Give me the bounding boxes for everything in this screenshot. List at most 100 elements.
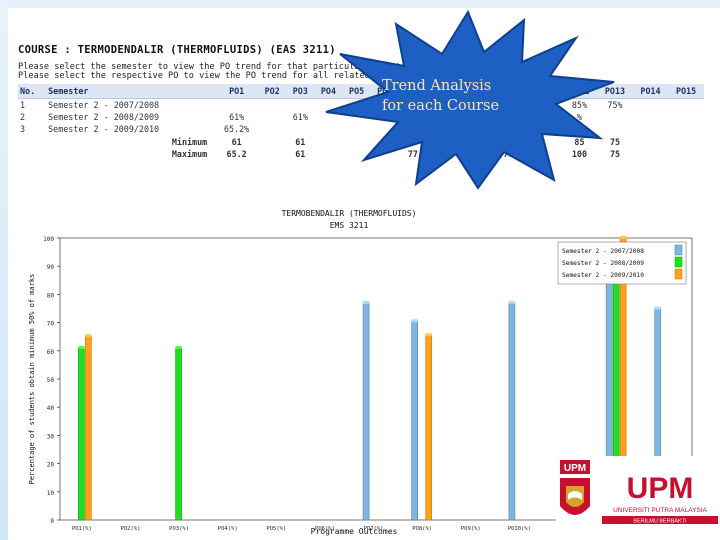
x-tick-label: PO1(%) [72, 526, 92, 532]
y-tick-label: 40 [47, 405, 55, 412]
column-header-po13: PO13 [597, 84, 633, 99]
bar-cap [85, 334, 92, 338]
university-name: UNIVERSITI PUTRA MALAYSIA [613, 507, 707, 514]
bar-cap [508, 300, 515, 304]
callout-text: Trend Analysis for each Course [382, 76, 499, 116]
summary-value-cell [633, 148, 669, 161]
summary-value-cell [258, 136, 286, 149]
summary-spacer [18, 136, 46, 149]
small-logo-text: UPM [564, 463, 586, 474]
x-axis-label: Programme Outcomes [311, 527, 398, 536]
summary-value-cell [258, 148, 286, 161]
po-value-cell [286, 98, 314, 111]
chart-subtitle: EMS 3211 [330, 221, 369, 230]
x-tick-label: PO4(%) [218, 526, 238, 532]
summary-value-cell: 61 [295, 149, 306, 160]
summary-value-cell: 61 [295, 136, 306, 147]
small-logo-band [560, 460, 590, 474]
summary-value-cell: 75 [609, 136, 621, 147]
book-icon [568, 491, 582, 500]
semester-row[interactable]: 1 Semester 2 - 2007/2008 85% 75% [18, 98, 704, 111]
y-tick-label: 70 [47, 321, 55, 328]
data-bar [85, 335, 92, 521]
summary-value-cell [668, 136, 704, 149]
column-header-po15: PO15 [668, 84, 704, 99]
po-value-cell [286, 123, 314, 136]
legend-swatch [674, 268, 683, 280]
data-bar [508, 302, 516, 521]
po-value-cell: 61% [292, 111, 308, 122]
po-value-cell: 61% [229, 111, 245, 122]
slide-top-band [0, 0, 720, 8]
column-header-po14: PO14 [632, 84, 669, 99]
data-bar [411, 320, 418, 521]
po-value-cell [633, 111, 669, 124]
row-number: 1 [20, 99, 26, 110]
po-value-cell [668, 98, 704, 111]
summary-value-cell: 85 [574, 136, 585, 147]
x-tick-label: PO6(%) [315, 526, 335, 532]
x-tick-label: PO10(%) [508, 526, 531, 532]
instruction-po: Please select the respective PO to view … [18, 71, 427, 81]
po-value-cell [668, 111, 704, 124]
y-tick-label: 100 [43, 236, 54, 243]
slide-left-band [0, 0, 8, 540]
bar-cap [411, 319, 418, 323]
data-bar [175, 347, 182, 521]
bar-cap [425, 333, 432, 337]
legend-entry: Semester 2 - 2008/2009 [562, 260, 644, 267]
x-tick-label: PO9(%) [461, 526, 481, 532]
semester-link[interactable]: Semester 2 - 2009/2010 [48, 124, 160, 135]
x-tick-label: PO3(%) [169, 526, 189, 532]
column-header-po3: PO3 [286, 84, 315, 99]
semester-row[interactable]: 2 Semester 2 - 2008/2009 61% 61%% [18, 111, 704, 124]
y-tick-label: 60 [47, 349, 55, 356]
y-tick-label: 50 [47, 377, 55, 384]
upm-wordmark: UPM [627, 472, 694, 505]
column-header-no: No. [18, 84, 47, 99]
po-value-cell: 75% [607, 99, 623, 110]
y-tick-label: 0 [50, 518, 54, 525]
y-axis-label: Percentage of students obtain minimum 50… [28, 274, 36, 485]
po-value-cell [633, 123, 669, 136]
legend-entry: Semester 2 - 2007/2008 [562, 248, 644, 255]
po-value-cell [633, 98, 669, 111]
bar-cap [175, 345, 182, 349]
summary-label: Maximum [171, 149, 208, 160]
po-value-cell: % [576, 111, 582, 122]
column-header-po2: PO2 [258, 84, 287, 99]
starburst-callout [325, 10, 615, 190]
legend-entry: Semester 2 - 2009/2010 [562, 272, 644, 279]
legend-swatch [674, 244, 683, 256]
y-tick-label: 80 [47, 292, 55, 299]
data-bar [78, 347, 85, 521]
x-tick-label: PO2(%) [121, 526, 141, 532]
summary-spacer [18, 148, 46, 161]
semester-link[interactable]: Semester 2 - 2007/2008 [48, 99, 160, 110]
data-bar [362, 302, 370, 521]
upm-logo: UPM UPM UNIVERSITI PUTRA MALAYSIA BERILM… [556, 456, 720, 540]
chart-title: TERMOBENDALIR (THERMOFLUIDS) [282, 209, 417, 218]
po-value-cell [258, 111, 286, 124]
legend-box [557, 241, 687, 285]
y-tick-label: 10 [47, 490, 55, 497]
column-header-po4: PO4 [314, 84, 343, 99]
y-tick-label: 20 [47, 462, 55, 469]
po-value-cell [668, 123, 704, 136]
x-tick-label: PO5(%) [266, 526, 286, 532]
summary-value-cell [633, 136, 669, 149]
semester-link[interactable]: Semester 2 - 2008/2009 [48, 111, 160, 122]
y-tick-label: 30 [47, 433, 55, 440]
po-value-cell [258, 123, 286, 136]
legend-swatch [674, 256, 683, 268]
callout-line-1: Trend Analysis [382, 78, 492, 94]
bar-cap [363, 300, 370, 304]
bar-cap [620, 236, 627, 239]
summary-value-cell: 100 [571, 149, 588, 160]
data-bar [425, 334, 432, 521]
callout-line-2: for each Course [382, 98, 500, 114]
po-value-cell [215, 98, 258, 111]
summary-value-cell [668, 148, 704, 161]
bar-cap [78, 345, 85, 349]
x-tick-label: PO8(%) [412, 526, 432, 532]
